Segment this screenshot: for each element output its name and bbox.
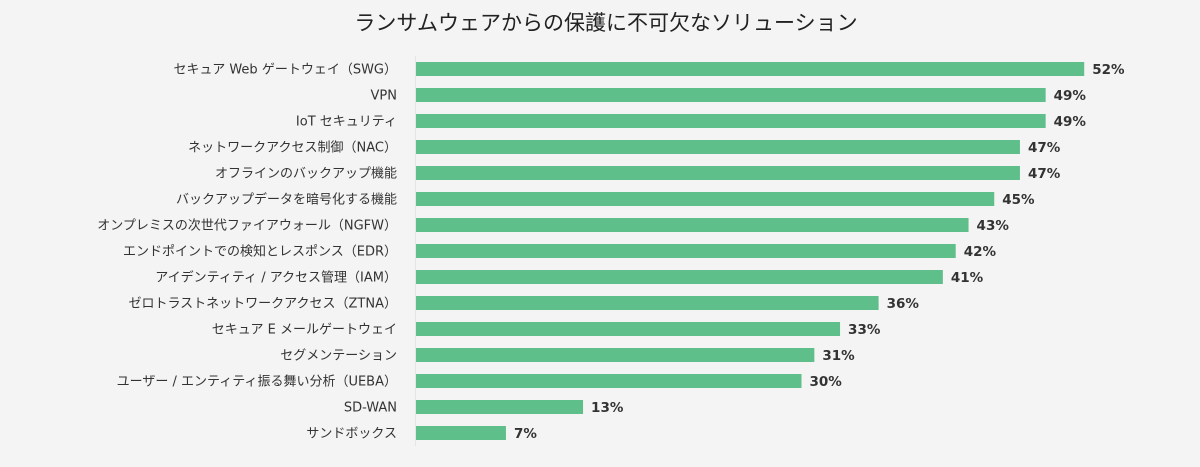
category-label: ゼロトラストネットワークアクセス（ZTNA） — [128, 297, 397, 312]
category-label: アイデンティティ / アクセス管理（IAM） — [155, 270, 397, 286]
value-label: 33% — [848, 322, 881, 338]
bar — [416, 296, 879, 310]
category-label: セキュア E メールゲートウェイ — [212, 323, 397, 338]
bar — [416, 426, 506, 440]
chart-title: ランサムウェアからの保護に不可欠なソリューション — [354, 11, 857, 35]
category-label: オフラインのバックアップ機能 — [215, 167, 397, 182]
value-label: 47% — [1028, 140, 1061, 156]
value-label: 43% — [977, 218, 1010, 234]
category-label: バックアップデータを暗号化する機能 — [176, 192, 397, 208]
bar — [416, 348, 815, 362]
bar — [416, 244, 956, 258]
category-label: ユーザー / エンティティ振る舞い分析（UEBA） — [117, 375, 397, 390]
bar — [416, 62, 1085, 76]
value-label: 52% — [1092, 62, 1125, 78]
value-label: 13% — [591, 400, 624, 416]
bar — [416, 374, 802, 388]
category-label: セキュア Web ゲートウェイ（SWG） — [173, 63, 397, 78]
category-label: サンドボックス — [306, 427, 397, 442]
bar — [416, 140, 1020, 154]
bar — [416, 322, 841, 336]
bar — [416, 400, 584, 414]
category-label: セグメンテーション — [280, 349, 397, 364]
bar — [416, 88, 1046, 102]
bar — [416, 114, 1046, 128]
value-label: 30% — [810, 374, 843, 390]
category-label: エンドポイントでの検知とレスポンス（EDR） — [123, 244, 397, 260]
value-label: 42% — [964, 244, 997, 260]
bar — [416, 192, 995, 206]
category-label: ネットワークアクセス制御（NAC） — [188, 141, 397, 156]
value-label: 36% — [887, 296, 920, 312]
value-label: 47% — [1028, 166, 1061, 182]
category-label: IoT セキュリティ — [296, 115, 397, 130]
bars-group: セキュア Web ゲートウェイ（SWG） 52% VPN 49% IoT セキュリティ 4… — [97, 62, 1125, 442]
value-label: 31% — [822, 348, 855, 364]
bar — [416, 166, 1020, 180]
category-label: オンプレミスの次世代ファイアウォール（NGFW） — [97, 218, 397, 234]
value-label: 45% — [1002, 192, 1035, 208]
value-label: 49% — [1054, 88, 1087, 104]
bar — [416, 270, 943, 284]
value-label: 41% — [951, 270, 984, 286]
category-label: VPN — [371, 89, 397, 104]
value-label: 7% — [514, 426, 537, 442]
bar — [416, 218, 969, 232]
category-label: SD-WAN — [344, 401, 397, 416]
value-label: 49% — [1054, 114, 1087, 130]
